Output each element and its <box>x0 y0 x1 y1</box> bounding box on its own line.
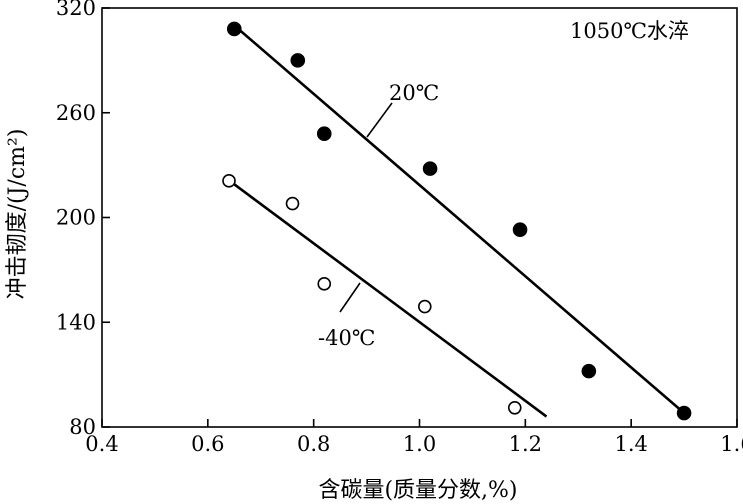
data-point-minus40c <box>285 196 300 211</box>
x-tick-label: 1.6 <box>720 432 743 456</box>
x-tick-label: 0.4 <box>85 432 118 456</box>
series-label-minus40c: -40℃ <box>318 326 375 350</box>
data-point-20c <box>290 53 306 68</box>
data-point-20c <box>316 126 332 141</box>
data-point-minus40c <box>417 299 432 314</box>
condition-annotation: 1050℃水淬 <box>570 19 689 43</box>
data-markers <box>222 21 692 421</box>
x-tick-label: 1.2 <box>509 432 542 456</box>
y-tick-label: 140 <box>56 310 96 334</box>
data-point-20c <box>676 405 692 421</box>
x-tick-label: 1.4 <box>614 432 647 456</box>
y-tick-label: 320 <box>56 0 96 20</box>
data-point-20c <box>226 21 242 37</box>
x-tick-label: 0.8 <box>297 432 330 456</box>
x-tick-label: 0.6 <box>191 432 224 456</box>
fit-line-minus40c <box>233 183 548 418</box>
y-tick-label: 200 <box>56 206 96 230</box>
data-point-minus40c <box>222 174 236 188</box>
plot-frame <box>101 7 738 428</box>
y-axis-ticks: 80 140 200 260 320 <box>56 0 110 439</box>
data-point-minus40c <box>507 400 522 415</box>
x-axis-ticks: 0.4 0.6 0.8 1.0 1.2 1.4 1.6 <box>85 419 743 456</box>
series-minus40c-leader <box>339 282 361 313</box>
series-label-20c: 20℃ <box>389 81 439 105</box>
y-tick-label: 80 <box>69 415 96 439</box>
x-tick-label: 1.0 <box>403 432 436 456</box>
plot-border <box>101 7 738 428</box>
y-axis-title: 冲击韧度/(J/cm²) <box>5 129 30 300</box>
data-point-minus40c <box>317 277 332 291</box>
data-point-20c <box>512 222 528 238</box>
y-tick-label: 260 <box>56 101 96 125</box>
fit-line-20c <box>233 24 685 415</box>
data-point-20c <box>422 161 438 176</box>
fit-lines <box>233 24 685 418</box>
data-point-20c <box>581 363 597 379</box>
series-20c-leader <box>366 102 393 138</box>
x-axis-title: 含碳量(质量分数,%) <box>318 478 517 503</box>
